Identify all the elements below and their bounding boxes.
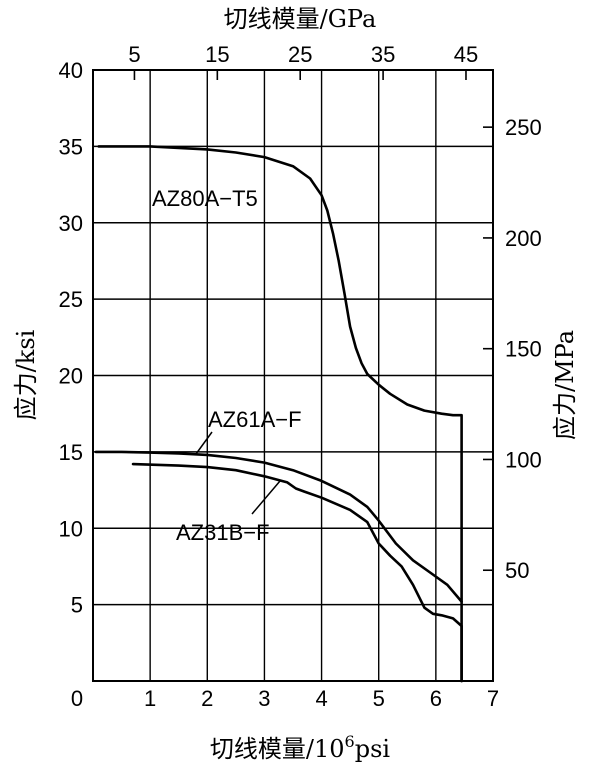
bottom-tick-label-2: 2 (201, 686, 213, 711)
series-label-az31b-f: AZ31B−F (176, 520, 270, 545)
bottom-axis-title-superscript: 6 (345, 732, 355, 751)
series-line-az80a-t5 (97, 145, 463, 683)
left-tick-label-5: 5 (71, 593, 83, 618)
left-tick-label-20: 20 (59, 364, 83, 389)
top-tick-label-5: 5 (128, 42, 140, 67)
bottom-axis-title-main: 切线模量/10 (210, 735, 345, 763)
series-line-az31b-f (131, 462, 463, 683)
top-axis-title: 切线模量/GPa (224, 5, 377, 33)
top-tick-label-45: 45 (454, 42, 478, 67)
series-leaders (195, 431, 281, 515)
series-label-az61a-f: AZ61A−F (208, 407, 302, 432)
bottom-ticks: 0 1 2 3 4 5 6 7 (71, 686, 499, 711)
bottom-tick-label-0: 0 (71, 686, 83, 711)
bottom-tick-label-5: 5 (373, 686, 385, 711)
leader-az61a-f (195, 431, 213, 455)
left-ticks: 5 10 15 20 25 30 35 40 (59, 58, 83, 618)
right-ticks: 50 100 150 200 250 (483, 115, 542, 583)
bottom-tick-label-6: 6 (430, 686, 442, 711)
plot-frame (92, 69, 494, 682)
right-tick-label-50: 50 (505, 558, 529, 583)
right-axis-title: 应力/MPa (551, 330, 579, 440)
grid-lines (93, 70, 493, 681)
bottom-tick-label-7: 7 (487, 686, 499, 711)
series-label-az80a-t5: AZ80A−T5 (152, 186, 258, 211)
bottom-tick-label-1: 1 (144, 686, 156, 711)
right-tick-label-250: 250 (505, 115, 542, 140)
leader-az31b-f (251, 480, 281, 515)
bottom-axis-title: 切线模量/106psi (210, 732, 390, 763)
left-tick-label-15: 15 (59, 440, 83, 465)
left-tick-label-30: 30 (59, 211, 83, 236)
right-tick-label-100: 100 (505, 447, 542, 472)
bottom-tick-label-4: 4 (315, 686, 327, 711)
series-curves (94, 145, 463, 683)
left-tick-label-40: 40 (59, 58, 83, 83)
left-tick-label-10: 10 (59, 516, 83, 541)
bottom-tick-label-3: 3 (258, 686, 270, 711)
top-tick-label-25: 25 (288, 42, 312, 67)
series-line-az61a-f (94, 450, 463, 603)
left-axis-title: 应力/ksi (12, 329, 40, 420)
right-tick-label-200: 200 (505, 226, 542, 251)
top-ticks: 5 15 25 35 45 (128, 42, 478, 80)
left-tick-label-25: 25 (59, 287, 83, 312)
bottom-axis-title-unit: psi (355, 735, 391, 763)
top-tick-label-15: 15 (205, 42, 229, 67)
right-tick-label-150: 150 (505, 337, 542, 362)
top-tick-label-35: 35 (371, 42, 395, 67)
left-tick-label-35: 35 (59, 134, 83, 159)
